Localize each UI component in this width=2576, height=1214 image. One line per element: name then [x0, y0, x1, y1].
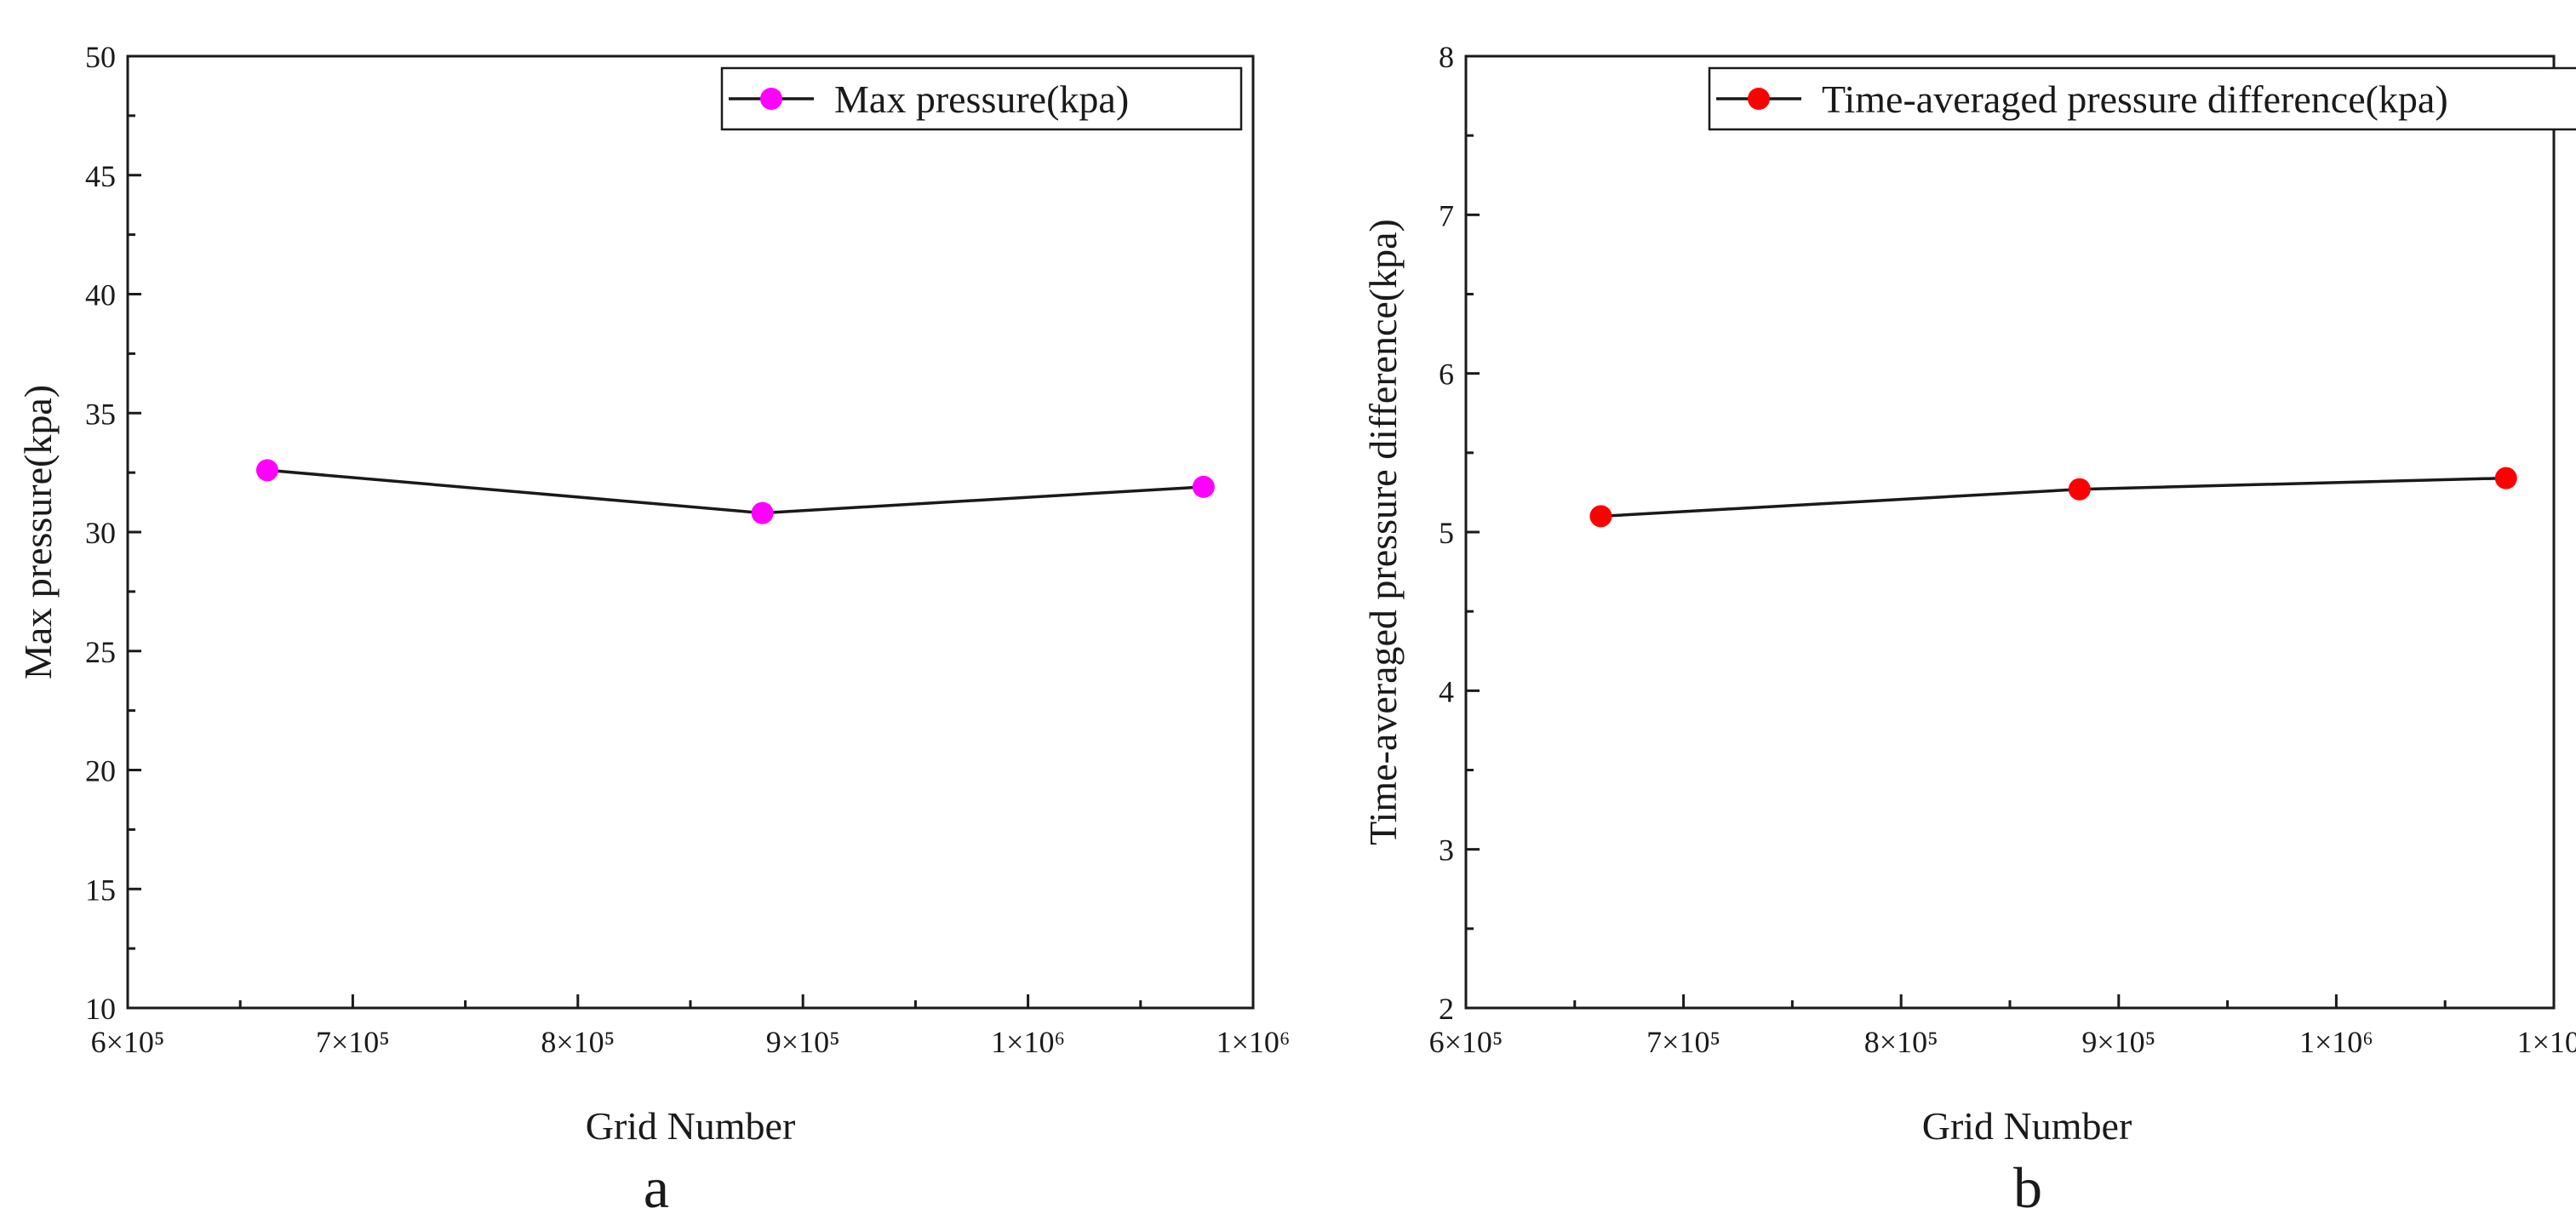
panel-b-data-point: [2494, 467, 2517, 490]
panel-b-y-tick-label: 7: [1439, 198, 1454, 232]
panel-a-y-tick-label: 45: [85, 159, 116, 193]
panel-b-tick-labels: 2 3 4 5 6 7 8 6×10⁵ 7×10⁵ 8×10⁵ 9×10⁵ 1×10⁶ 1×10⁶: [1429, 40, 2576, 1059]
panel-b-x-axis-title: Grid Number: [1922, 1104, 2132, 1148]
panel-b-x-tick-label: 9×10⁵: [2081, 1025, 2155, 1059]
panel-a-y-tick-label: 30: [85, 516, 116, 550]
panel-a-x-tick-label: 8×10⁵: [541, 1025, 615, 1059]
panel-b-x-tick-label: 6×10⁵: [1429, 1025, 1503, 1059]
panel-b-label: b: [2013, 1155, 2042, 1214]
panel-b-data-point: [2068, 478, 2091, 501]
panel-a-x-tick-label: 1×10⁶: [991, 1025, 1065, 1059]
chart-panel-a: 10 15 20 25 30 35 40 45 50 6×10⁵ 7×10⁵ 8×10⁵ 9×10⁵ 1×…: [16, 40, 1290, 1214]
panel-a-x-tick-label: 9×10⁵: [766, 1025, 840, 1059]
panel-a-y-tick-label: 35: [85, 397, 116, 431]
chart-panel-b: 2 3 4 5 6 7 8 6×10⁵ 7×10⁵ 8×10⁵ 9×10⁵ 1×10⁶ 1×10⁶ Ti…: [1361, 40, 2576, 1214]
panel-a-y-tick-label: 50: [85, 40, 116, 74]
panel-b-y-tick-label: 5: [1439, 516, 1454, 550]
panel-b-x-tick-label: 1×10⁶: [2299, 1025, 2373, 1059]
panel-a-x-tick-label: 7×10⁵: [316, 1025, 390, 1059]
panel-b-legend: Time-averaged pressure difference(kpa): [1708, 66, 2576, 131]
panel-a-markers: [255, 459, 1215, 524]
panel-b-x-tick-label: 1×10⁶: [2517, 1025, 2576, 1059]
panel-b-y-tick-label: 2: [1439, 992, 1454, 1026]
panel-a-x-tick-label: 6×10⁵: [91, 1025, 165, 1059]
panel-a-data-point: [255, 459, 278, 482]
panel-b-x-tick-label: 8×10⁵: [1864, 1025, 1938, 1059]
panel-a-y-tick-label: 40: [85, 278, 116, 312]
panel-b-y-tick-label: 4: [1439, 674, 1454, 708]
panel-b-series-line: [1600, 476, 2506, 518]
panel-a-series-line: [266, 468, 1204, 515]
panel-b-ticks: [1464, 54, 2556, 1010]
panel-a-legend: Max pressure(kpa): [720, 66, 1243, 131]
panel-a-ticks: [126, 54, 1255, 1010]
panel-a-data-point: [1192, 475, 1215, 498]
panel-a-data-point: [751, 501, 774, 524]
panel-b-legend-box: [1708, 66, 2576, 131]
panel-a-y-axis-title: Max pressure(kpa): [16, 385, 60, 679]
panel-b-legend-marker: [1748, 88, 1770, 110]
panel-b-markers: [1589, 467, 2517, 528]
panel-a-tick-labels: 10 15 20 25 30 35 40 45 50 6×10⁵ 7×10⁵ 8×10⁵ 9×10⁵ 1×…: [85, 40, 1290, 1059]
panel-b-legend-label: Time-averaged pressure difference(kpa): [1822, 77, 2448, 121]
panel-a-legend-label: Max pressure(kpa): [834, 77, 1129, 121]
panel-a-legend-marker: [760, 88, 782, 110]
panel-b-y-tick-label: 8: [1439, 40, 1454, 74]
panel-a-y-tick-label: 25: [85, 635, 116, 669]
panel-a-label: a: [644, 1155, 669, 1214]
panel-b-data-point: [1589, 505, 1612, 528]
panel-a-x-tick-label: 1×10⁶: [1216, 1025, 1291, 1059]
panel-a-y-tick-label: 10: [85, 992, 116, 1026]
panel-b-y-tick-label: 6: [1439, 358, 1454, 392]
panel-b-y-axis-title: Time-averaged pressure difference(kpa): [1361, 219, 1405, 845]
panel-a-y-tick-label: 20: [85, 754, 116, 788]
panel-a-plot-frame: [126, 54, 1255, 1010]
panel-a-x-axis-title: Grid Number: [586, 1104, 796, 1148]
panel-b-plot-frame: [1464, 54, 2556, 1010]
panel-b-x-tick-label: 7×10⁵: [1646, 1025, 1720, 1059]
panel-b-y-tick-label: 3: [1439, 833, 1454, 868]
panel-a-y-tick-label: 15: [85, 873, 116, 907]
